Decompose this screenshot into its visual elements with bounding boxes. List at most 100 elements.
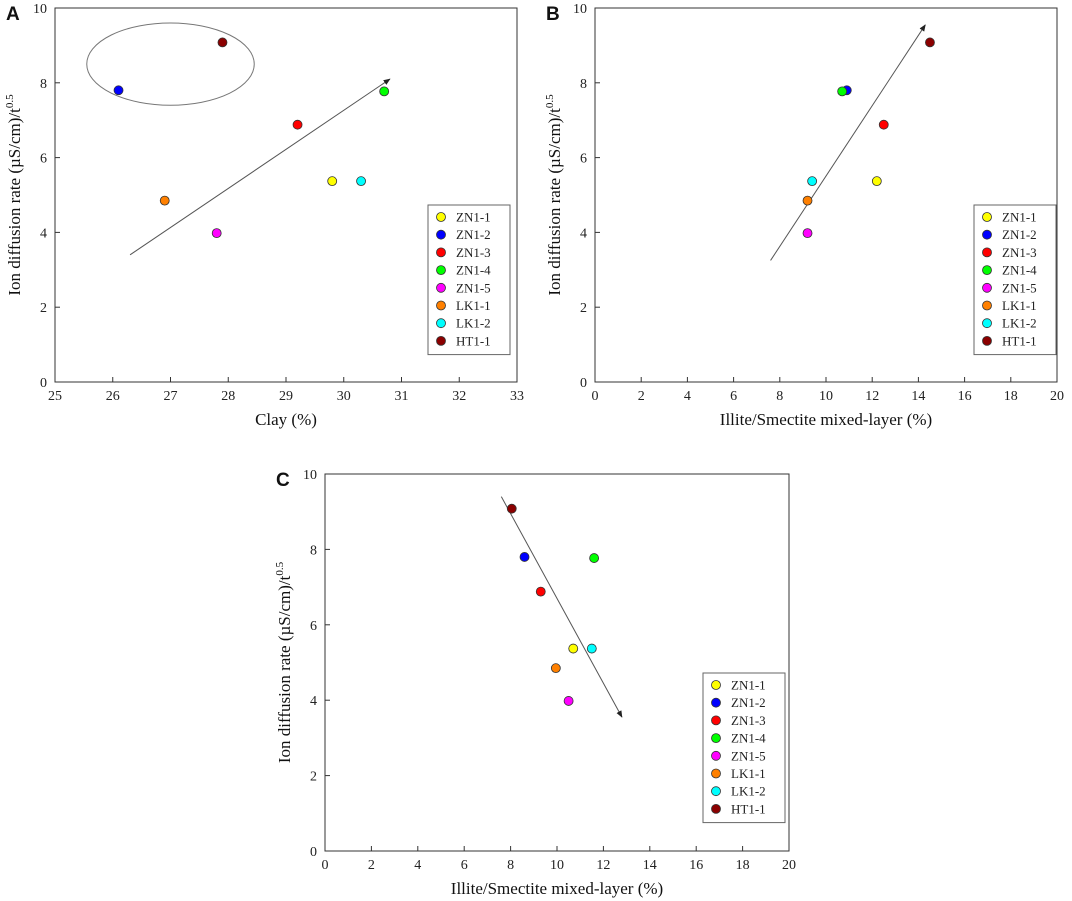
y-tick-label: 8 [310, 543, 317, 558]
x-tick-label: 20 [1050, 389, 1064, 404]
legend-label-zn1-4: ZN1-4 [731, 731, 766, 746]
legend-label-zn1-4: ZN1-4 [1002, 263, 1037, 278]
x-tick-label: 0 [592, 389, 599, 404]
legend-label-lk1-1: LK1-1 [456, 298, 491, 313]
data-point-zn1-3 [535, 586, 546, 597]
legend-marker-zn1-2 [436, 229, 446, 240]
data-point-zn1-4 [837, 86, 848, 97]
y-tick-label: 6 [40, 152, 47, 167]
data-point-zn1-3 [292, 119, 303, 130]
y-axis-title-exponent: 0.5 [4, 94, 16, 108]
x-tick-label: 2 [368, 858, 375, 873]
x-tick-label: 28 [221, 389, 235, 404]
data-point-zn1-5 [211, 228, 222, 239]
data-point-zn1-4 [589, 553, 600, 563]
y-axis-title-exponent: 0.5 [544, 94, 556, 108]
data-point-lk1-2 [586, 643, 597, 654]
legend-label-zn1-3: ZN1-3 [731, 713, 766, 728]
data-point-lk1-2 [356, 176, 366, 187]
legend-label-lk1-2: LK1-2 [1002, 316, 1037, 331]
trend-arrow [129, 78, 391, 256]
x-tick-label: 12 [865, 389, 879, 404]
x-tick-label: 8 [507, 858, 514, 873]
y-tick-label: 10 [303, 468, 317, 483]
data-point-lk1-1 [550, 663, 561, 674]
legend-label-zn1-5: ZN1-5 [1002, 280, 1037, 295]
y-tick-label: 4 [580, 226, 587, 241]
data-point-ht1-1 [217, 37, 228, 48]
chart-panel-c: C 0 2 4 6 8 10 12 14 16 18 20 0 2 4 6 8 10 Illite/Smectit… [274, 468, 796, 898]
data-point-lk1-1 [802, 195, 813, 206]
data-point-lk1-2 [807, 176, 818, 187]
y-tick-label: 6 [580, 152, 587, 167]
x-tick-label: 2 [638, 389, 645, 404]
x-tick-label: 18 [736, 858, 750, 873]
x-tick-label: 14 [911, 389, 925, 404]
legend-label-lk1-1: LK1-1 [1002, 298, 1037, 313]
legend: ZN1-1 ZN1-2 ZN1-3 ZN1-4 ZN1-5 LK1-1 LK1-2 HT1-1 [973, 204, 1057, 356]
legend-label-zn1-1: ZN1-1 [1002, 210, 1037, 225]
x-tick-label: 8 [776, 389, 783, 404]
y-tick-label: 4 [40, 226, 47, 241]
panel-letter-a: A [6, 4, 20, 25]
y-tick-label: 10 [573, 2, 587, 17]
data-point-zn1-5 [802, 228, 813, 239]
data-point-ht1-1 [925, 37, 935, 48]
panel-letter-c: C [276, 470, 290, 491]
x-tick-label: 18 [1004, 389, 1018, 404]
y-tick-label: 6 [310, 619, 317, 634]
y-axis-title-main: Ion diffusion rate (µS/cm)/t [5, 108, 24, 296]
legend-marker-ht1-1 [711, 804, 721, 814]
x-tick-label: 0 [322, 858, 329, 873]
legend-marker-zn1-4 [436, 265, 446, 276]
x-tick-label: 32 [452, 389, 466, 404]
legend-marker-lk1-1 [436, 300, 446, 311]
legend-marker-zn1-5 [982, 282, 992, 293]
data-point-zn1-1 [327, 176, 338, 187]
x-tick-label: 12 [596, 858, 610, 873]
legend-label-ht1-1: HT1-1 [731, 801, 766, 816]
y-tick-label: 2 [580, 301, 587, 316]
data-point-zn1-1 [568, 643, 579, 654]
legend-marker-zn1-5 [711, 750, 721, 761]
legend-label-zn1-3: ZN1-3 [1002, 245, 1037, 260]
data-point-zn1-5 [563, 696, 574, 706]
legend-marker-lk1-2 [436, 318, 446, 329]
y-tick-label: 8 [580, 77, 587, 92]
legend-label-zn1-1: ZN1-1 [456, 210, 491, 225]
panel-letter-b: B [546, 4, 560, 25]
x-tick-label: 31 [395, 389, 409, 404]
y-axis-title-main: Ion diffusion rate (µS/cm)/t [275, 575, 294, 763]
trend-arrow [770, 24, 926, 261]
legend-label-zn1-2: ZN1-2 [1002, 227, 1037, 242]
data-point-zn1-4 [379, 86, 390, 97]
legend-marker-zn1-4 [982, 265, 992, 276]
legend-marker-lk1-2 [982, 318, 992, 329]
legend-label-zn1-5: ZN1-5 [456, 280, 491, 295]
x-tick-label: 26 [106, 389, 120, 404]
legend-label-zn1-1: ZN1-1 [731, 678, 766, 693]
x-tick-label: 29 [279, 389, 293, 404]
x-tick-label: 4 [414, 858, 421, 873]
y-tick-label: 0 [310, 845, 317, 860]
legend-marker-lk1-2 [711, 786, 721, 797]
y-axis-title-exponent: 0.5 [274, 561, 286, 575]
legend-label-ht1-1: HT1-1 [1002, 333, 1037, 348]
legend-marker-lk1-1 [982, 300, 992, 311]
data-point-zn1-1 [871, 176, 882, 187]
legend-marker-lk1-1 [711, 768, 721, 779]
x-axis-title: Clay (%) [255, 410, 317, 429]
x-tick-label: 30 [337, 389, 351, 404]
legend-marker-zn1-4 [711, 733, 721, 743]
legend-label-zn1-5: ZN1-5 [731, 748, 766, 763]
legend-label-zn1-2: ZN1-2 [456, 227, 491, 242]
legend: ZN1-1 ZN1-2 ZN1-3 ZN1-4 ZN1-5 LK1-1 LK1-2 HT1-1 [427, 204, 511, 356]
x-tick-label: 14 [643, 858, 657, 873]
x-axis-title: Illite/Smectite mixed-layer (%) [720, 410, 932, 429]
legend-marker-zn1-3 [982, 247, 992, 258]
x-tick-label: 6 [730, 389, 737, 404]
legend-marker-zn1-2 [982, 229, 992, 240]
chart-panel-a: A 25 26 27 28 29 30 31 32 33 0 2 4 6 8 10 Clay (%) Ion d… [4, 2, 524, 429]
y-axis-title: Ion diffusion rate (µS/cm)/t0.5 [4, 94, 24, 296]
